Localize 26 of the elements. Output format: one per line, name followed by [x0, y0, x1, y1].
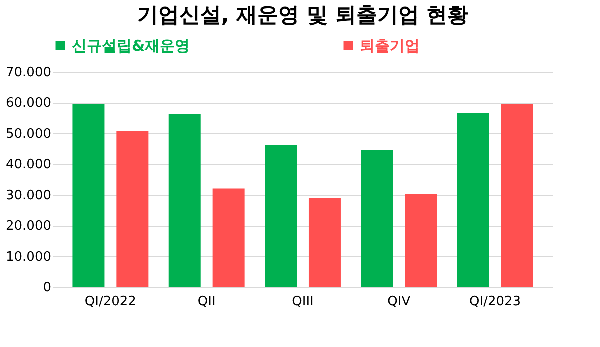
x-tick-label: QIV	[388, 294, 411, 310]
y-tick-label: 30.000	[6, 188, 52, 204]
bar	[265, 145, 298, 287]
bar	[212, 188, 245, 287]
x-tick-label: QI/2022	[84, 294, 136, 310]
y-tick-label: 40.000	[6, 158, 52, 173]
x-tick-label: QIII	[292, 294, 314, 310]
bar	[501, 104, 534, 287]
y-tick-label: 0	[43, 280, 52, 296]
bar	[116, 131, 149, 287]
bar	[168, 114, 201, 287]
y-tick-label: 60.000	[6, 96, 52, 112]
x-tick-label: QII	[198, 294, 216, 310]
bar	[72, 104, 105, 287]
bar	[405, 194, 438, 287]
bar	[361, 150, 394, 287]
x-tick-label: QI/2023	[470, 294, 522, 310]
y-tick-label: 20.000	[6, 219, 52, 234]
bar	[308, 198, 341, 287]
y-tick-label: 10.000	[6, 250, 52, 265]
legend-label: 퇴출기업	[360, 36, 420, 55]
y-tick-label: 70.000	[6, 66, 52, 80]
bar	[457, 113, 490, 287]
legend-label: 신규설립&재운영	[72, 36, 190, 55]
chart-title: 기업신설, 재운영 및 퇴출기업 현황	[137, 3, 469, 27]
y-tick-label: 50.000	[6, 126, 52, 142]
